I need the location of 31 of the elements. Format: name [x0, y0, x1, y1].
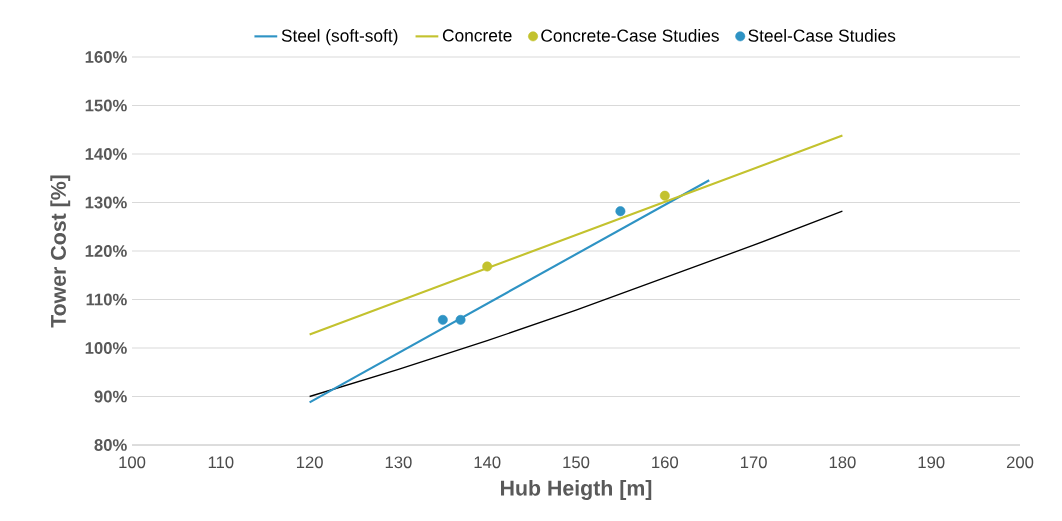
legend-label: Concrete — [442, 29, 512, 42]
x-axis-title: Hub Heigth [m] — [501, 480, 652, 500]
x-tick-label: 150 — [563, 456, 590, 469]
y-axis-title: Tower Cost [%] — [50, 175, 71, 328]
x-tick-label: 200 — [1006, 456, 1034, 469]
x-tick-label: 110 — [208, 456, 234, 469]
y-tick-label: 120% — [85, 245, 127, 257]
point — [437, 314, 448, 325]
y-tick-label: 100% — [85, 342, 127, 354]
point — [615, 206, 626, 217]
x-tick-label: 140 — [474, 456, 501, 469]
y-tick-label: 140% — [85, 148, 127, 160]
point — [659, 190, 670, 201]
x-tick-label: 100 — [119, 456, 146, 469]
x-tick-label: 190 — [918, 456, 945, 469]
legend-label: Concrete-Case Studies — [541, 29, 719, 42]
x-tick-label: 170 — [740, 456, 767, 469]
point — [482, 261, 493, 272]
x-tick-label: 160 — [652, 456, 679, 469]
y-tick-label: 130% — [85, 196, 127, 209]
legend-label: Steel-Case Studies — [748, 29, 896, 42]
point — [455, 314, 466, 325]
y-tick-label: 110% — [86, 293, 127, 306]
x-tick-label: 120 — [296, 456, 323, 469]
y-tick-label: 80% — [94, 439, 127, 451]
y-tick-label: 150% — [85, 99, 127, 112]
y-tick-label: 160% — [85, 51, 127, 63]
x-tick-label: 130 — [385, 456, 412, 469]
x-tick-label: 180 — [829, 456, 856, 469]
y-tick-label: 90% — [94, 390, 127, 403]
legend-label: Steel (soft-soft) — [281, 29, 398, 46]
